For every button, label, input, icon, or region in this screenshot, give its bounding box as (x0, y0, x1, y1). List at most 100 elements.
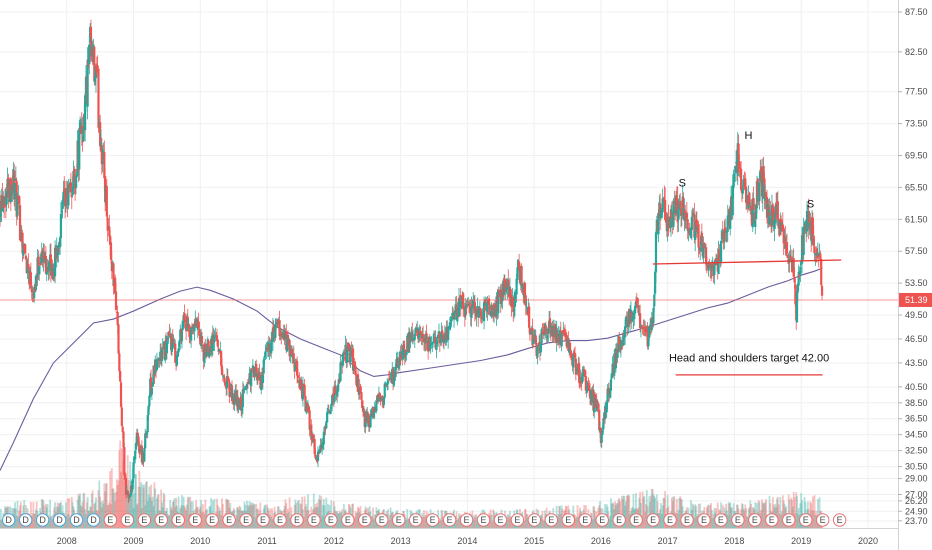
candle-body (220, 365, 224, 376)
volume-bar (558, 506, 561, 528)
volume-bar (183, 505, 186, 528)
volume-bar (472, 519, 475, 528)
volume-bar (105, 483, 107, 528)
candle-body (425, 332, 428, 344)
volume-bar (818, 497, 821, 528)
event-marker-label: E (820, 515, 826, 525)
grid (0, 0, 898, 528)
volume-bar (141, 484, 144, 528)
volume-bar (253, 504, 256, 528)
volume-bar (796, 495, 798, 528)
candle-body (250, 368, 254, 370)
volume-bar (149, 497, 152, 528)
y-tick-label: 57.50 (905, 246, 928, 256)
volume-bar (677, 509, 680, 528)
candle-body (57, 245, 60, 255)
candle-body (483, 299, 486, 304)
event-marker-label: E (328, 515, 334, 525)
candle-body (448, 322, 451, 330)
candle-body (275, 322, 278, 325)
volume-bar (803, 496, 806, 528)
candle-body (213, 334, 216, 342)
candle-body (457, 298, 461, 317)
candle-body (609, 379, 613, 391)
candle-body (37, 256, 40, 276)
volume-bar (609, 515, 611, 528)
volume-bar (31, 513, 34, 528)
volume-bar (746, 516, 749, 528)
candle-body (438, 332, 441, 344)
candle-body (635, 299, 638, 304)
candle-body (165, 341, 169, 354)
volume-bar (51, 519, 54, 528)
event-marker-label: E (582, 515, 588, 525)
event-marker-label: E (497, 515, 503, 525)
candle-body (516, 267, 519, 281)
candle-body (468, 306, 471, 310)
candle-body (311, 434, 315, 443)
event-marker-label: E (447, 515, 453, 525)
candle-body (180, 332, 184, 342)
event-marker-label: E (803, 515, 809, 525)
candle-body (637, 305, 640, 313)
y-tick-label: 23.70 (905, 516, 928, 526)
y-tick-label: 61.50 (905, 214, 928, 224)
volume-bar (626, 495, 629, 528)
volume-bar (768, 495, 771, 528)
volume-bar (812, 510, 815, 528)
candle-body (618, 336, 621, 345)
candle-body (585, 390, 588, 392)
candle-body (709, 264, 712, 269)
volume-bar (477, 522, 480, 528)
volume-bar (169, 499, 172, 528)
volume-bar (286, 513, 288, 528)
candle-body (190, 327, 193, 341)
candle-body (772, 209, 775, 227)
volume-bar (505, 520, 508, 528)
volume-bar (695, 516, 698, 528)
candle-body (674, 195, 678, 214)
candle-body (122, 431, 125, 448)
volume-bar (645, 504, 647, 528)
candle-body (796, 283, 799, 293)
earnings-marker (392, 513, 406, 527)
candle-body (477, 310, 481, 317)
volume-bar (317, 499, 320, 528)
candle-body (422, 334, 425, 337)
volume-bar (135, 474, 137, 528)
candle-body (724, 227, 727, 232)
volume-bar (438, 521, 440, 528)
volume-bar (78, 495, 81, 528)
volume-bar (136, 503, 139, 528)
volume-bar (1, 518, 4, 528)
volume-bar (125, 493, 128, 528)
candle-body (584, 376, 587, 391)
candle-body (453, 310, 456, 314)
volume-bar (34, 513, 36, 528)
candle-body (412, 337, 415, 341)
candle-body (385, 384, 388, 387)
drawings[interactable]: S H S Head and shoulders target 42.00 (0, 130, 898, 376)
candle-body (118, 353, 121, 372)
volume-bar (423, 510, 425, 528)
event-marker-label: E (718, 515, 724, 525)
candle-body (741, 188, 744, 194)
event-marker-label: D (90, 515, 97, 525)
earnings-marker (137, 513, 152, 527)
candle-body (148, 395, 151, 407)
candle-body (520, 265, 523, 287)
volume-bar (167, 516, 170, 528)
candle-body (262, 359, 265, 374)
volume-bar (121, 448, 124, 528)
candle-body (93, 46, 96, 82)
volume-bar (95, 497, 97, 528)
candle-body (114, 277, 117, 293)
candle-body (641, 328, 644, 329)
volume-bar (221, 503, 224, 528)
candle-body (143, 447, 146, 462)
volume-bar (776, 496, 779, 528)
earnings-marker (527, 513, 542, 527)
volume-bar (796, 513, 799, 528)
candle-body (294, 365, 297, 371)
